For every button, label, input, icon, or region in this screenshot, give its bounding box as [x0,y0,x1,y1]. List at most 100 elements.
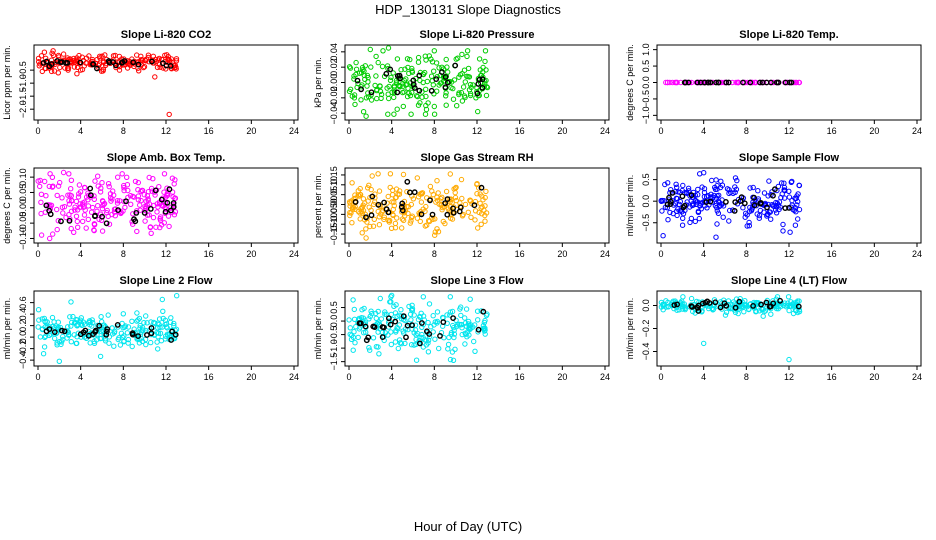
data-point [682,306,688,313]
data-point [463,306,470,312]
data-point [392,339,399,345]
panel-title: Slope Line 4 (LT) Flow [731,275,847,287]
data-point [43,55,49,61]
highlight-point [474,90,481,97]
data-point [83,225,89,231]
highlight-point [369,193,376,200]
highlight-point [362,323,369,330]
highlight-point [77,59,84,66]
data-point [360,202,366,208]
data-point [161,171,168,177]
highlight-point [130,59,137,66]
highlight-point [740,79,746,86]
x-tick-label: 8 [432,249,437,259]
data-point [367,347,373,353]
data-point [397,188,403,194]
data-point [770,298,776,304]
data-point [117,342,124,348]
data-point [435,190,441,196]
data-point [482,317,488,324]
x-tick-label: 0 [346,249,351,259]
data-point [157,64,163,70]
highlight-point [682,79,689,86]
highlight-point [394,73,401,79]
data-point [432,216,438,222]
data-point [667,209,673,216]
data-point [470,324,476,330]
data-point [682,304,688,310]
data-point [82,207,88,213]
data-point [117,198,123,204]
data-point [412,322,419,328]
data-point [37,334,44,340]
highlight-point [713,79,719,86]
data-point [137,325,143,331]
data-point [166,223,172,230]
data-point [444,64,450,70]
data-point [115,62,122,69]
data-point [38,199,44,206]
highlight-point [685,79,692,86]
data-point [391,111,397,117]
data-point [121,324,128,330]
data-point [430,82,436,88]
data-point [409,213,415,219]
data-point [426,218,432,224]
data-point [362,63,368,69]
data-point [665,180,671,186]
data-point [713,234,719,240]
data-point [155,57,162,63]
data-point [357,185,363,192]
data-point [462,341,468,347]
data-point [101,201,107,208]
data-point [434,88,440,94]
data-point [423,203,429,210]
data-point [459,98,466,104]
data-point [447,171,453,177]
data-point [382,330,389,336]
highlight-point [757,79,763,86]
highlight-point [452,62,459,69]
data-point [419,331,425,338]
data-point [353,59,359,66]
highlight-point [406,189,413,196]
data-point [432,232,438,238]
data-point [701,170,707,176]
highlight-point [148,330,155,337]
data-point [375,59,381,66]
data-point [367,46,373,53]
data-point [400,171,407,178]
highlight-point [416,87,423,94]
data-point [411,342,417,348]
y-tick-label: 0.6 [18,296,28,309]
data-point [450,322,456,329]
highlight-point [66,217,73,224]
data-point [398,67,404,73]
data-point [446,334,452,341]
data-point [443,102,449,108]
data-point [429,59,436,65]
data-point [139,187,146,194]
data-point [778,194,784,201]
highlight-point [705,79,711,86]
data-point [92,178,98,184]
data-point [698,206,704,212]
highlight-point [172,331,179,338]
y-tick-label: 0.4 [18,308,28,321]
data-point [472,217,478,223]
data-point [664,79,671,86]
data-point [387,171,394,177]
highlight-point [777,297,783,304]
highlight-point [671,302,678,308]
data-point [162,336,169,342]
y-tick-label: 0.05 [18,184,28,202]
data-point [136,68,142,74]
data-point [44,319,50,325]
data-point [658,304,665,310]
data-point [417,313,423,320]
data-point [382,309,388,315]
data-point [417,338,423,344]
data-point [434,178,440,184]
highlight-point [782,205,789,212]
data-point [81,204,87,210]
